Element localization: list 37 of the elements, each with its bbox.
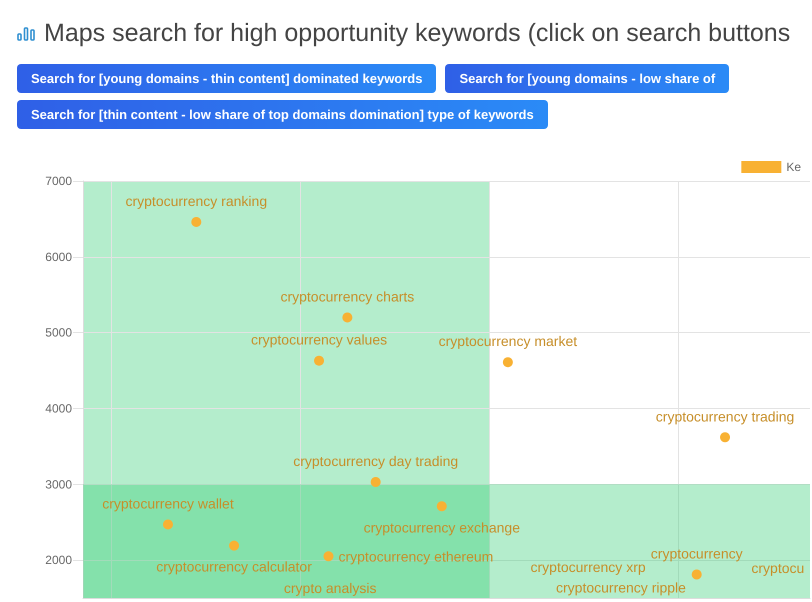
data-label: cryptocurrency day trading (293, 453, 458, 469)
point (314, 356, 324, 366)
button: Search for [young domains - low share of (445, 64, 730, 93)
point (162, 519, 173, 530)
data-label: cryptocurrency wallet (102, 495, 234, 512)
data-label: cryptocurrency calculator (156, 558, 312, 575)
data-label: cryptocurrency ethereum (338, 548, 494, 564)
y-tick-label: 7000 (45, 174, 72, 188)
data-label: cryptocurrency values (250, 332, 388, 348)
point (229, 540, 240, 551)
button: Search for [young domains - thin content] dominated keywords (17, 64, 436, 93)
point (436, 501, 447, 512)
legend-label: Ke (786, 160, 802, 174)
y-tick-label: 3000 (45, 477, 72, 492)
annotation: cryptocurrency xrp (530, 558, 646, 575)
data-label: cryptocurrency market (438, 333, 578, 350)
y-tick-label: 2000 (45, 553, 72, 568)
y-tick-label: 6000 (45, 250, 72, 264)
point (323, 551, 334, 562)
point (720, 432, 730, 442)
point (342, 312, 352, 322)
data-label: cryptocurrency exchange (364, 519, 520, 536)
annotation: cryptocu (751, 560, 804, 576)
y-tick-label: 4000 (45, 401, 72, 416)
annotation: crypto analysis (284, 580, 376, 596)
point (692, 570, 702, 580)
data-label: cryptocurrency charts (280, 288, 414, 304)
data-label: cryptocurrency trading (656, 408, 794, 424)
point (502, 357, 513, 368)
point (191, 216, 202, 227)
point (370, 477, 381, 487)
annotation: cryptocurrency ripple (556, 580, 686, 596)
data-label: cryptocurrency ranking (125, 192, 268, 209)
chart-title: Maps search for high opportunity keywords (click on search buttons (44, 18, 790, 48)
data-label: cryptocurrency (650, 545, 743, 562)
button: Search for [thin content - low share of top domains domination] type of keywords (17, 100, 548, 129)
y-tick-label: 5000 (45, 326, 72, 340)
